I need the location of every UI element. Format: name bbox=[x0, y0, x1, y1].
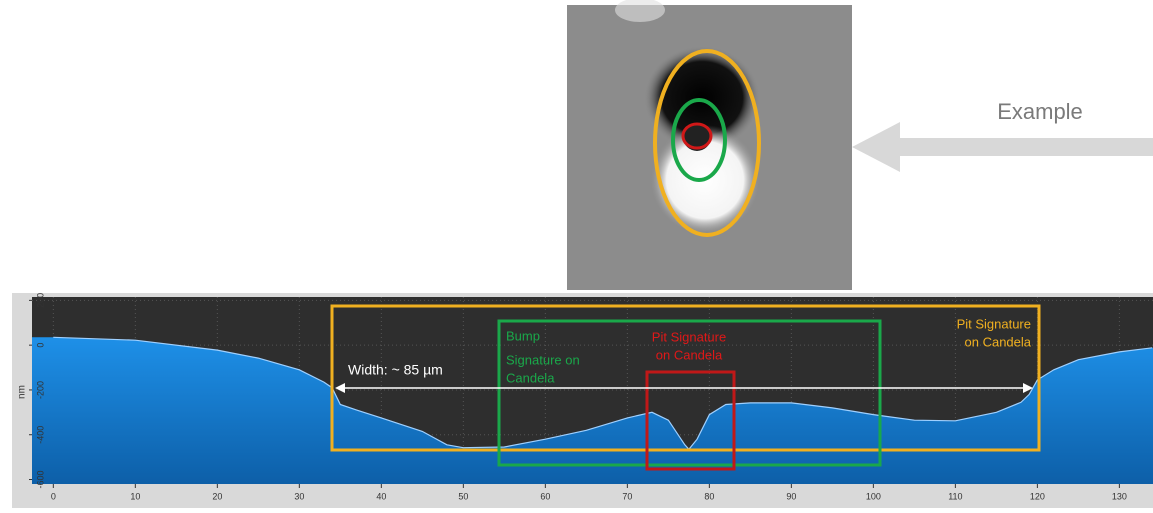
pit-red-label: on Candela bbox=[656, 347, 723, 362]
x-tick-label: 100 bbox=[866, 491, 881, 501]
x-tick-label: 60 bbox=[540, 491, 550, 501]
example-image bbox=[567, 0, 852, 290]
x-tick-label: 40 bbox=[376, 491, 386, 501]
bump-label: Signature on bbox=[506, 352, 580, 367]
x-tick-label: 130 bbox=[1112, 491, 1127, 501]
x-tick-label: 10 bbox=[130, 491, 140, 501]
x-tick-label: 0 bbox=[51, 491, 56, 501]
pit-yellow-label: on Candela bbox=[965, 334, 1032, 349]
page: Example nm 200 0 -200 -400 -600 0 10 20 30 40 50 60… bbox=[0, 0, 1153, 508]
y-tick-label: -400 bbox=[35, 426, 45, 444]
y-axis-label: nm bbox=[17, 385, 28, 399]
arrow bbox=[852, 122, 1153, 172]
x-tick-label: 80 bbox=[704, 491, 714, 501]
bump-label: Candela bbox=[506, 370, 555, 385]
x-tick-label: 120 bbox=[1030, 491, 1045, 501]
x-tick-label: 110 bbox=[948, 491, 962, 501]
pit-red-label: Pit Signature bbox=[652, 329, 726, 344]
x-tick-label: 30 bbox=[294, 491, 304, 501]
y-tick-label: 0 bbox=[35, 343, 45, 348]
bump-label: Bump bbox=[506, 328, 540, 343]
x-tick-label: 20 bbox=[212, 491, 222, 501]
x-tick-label: 90 bbox=[786, 491, 796, 501]
y-tick-label: 200 bbox=[35, 293, 45, 308]
example-label: Example bbox=[997, 99, 1083, 124]
x-tick-label: 50 bbox=[458, 491, 468, 501]
y-tick-label: -600 bbox=[35, 471, 45, 489]
y-tick-label: -200 bbox=[35, 381, 45, 399]
figure: Example nm 200 0 -200 -400 -600 0 10 20 30 40 50 60… bbox=[0, 0, 1153, 508]
pit-yellow-label: Pit Signature bbox=[957, 316, 1031, 331]
x-tick-label: 70 bbox=[622, 491, 632, 501]
width-label: Width: ~ 85 µm bbox=[348, 362, 443, 378]
